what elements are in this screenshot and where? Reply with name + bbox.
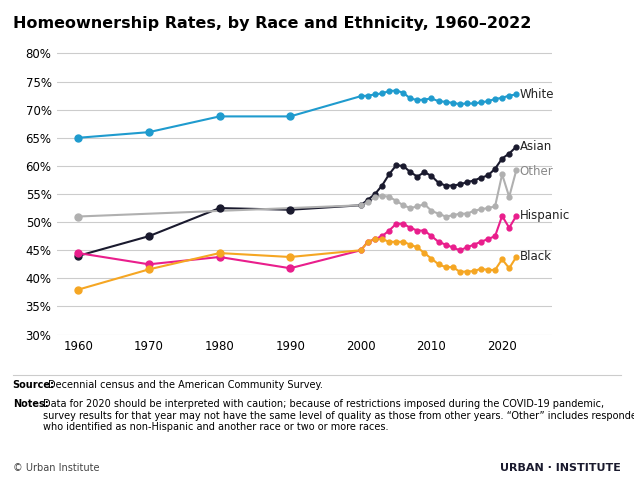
Text: Data for 2020 should be interpreted with caution; because of restrictions impose: Data for 2020 should be interpreted with… bbox=[43, 399, 634, 432]
Text: Decennial census and the American Community Survey.: Decennial census and the American Commun… bbox=[48, 380, 323, 390]
Text: URBAN · INSTITUTE: URBAN · INSTITUTE bbox=[500, 463, 621, 473]
Text: White: White bbox=[520, 88, 554, 101]
Text: Hispanic: Hispanic bbox=[520, 209, 570, 222]
Text: © Urban Institute: © Urban Institute bbox=[13, 463, 99, 473]
Text: Asian: Asian bbox=[520, 140, 552, 153]
Text: Black: Black bbox=[520, 250, 552, 263]
Text: Other: Other bbox=[520, 165, 553, 178]
Text: Source:: Source: bbox=[13, 380, 55, 390]
Text: Notes:: Notes: bbox=[13, 399, 48, 409]
Text: Homeownership Rates, by Race and Ethnicity, 1960–2022: Homeownership Rates, by Race and Ethnici… bbox=[13, 16, 531, 31]
